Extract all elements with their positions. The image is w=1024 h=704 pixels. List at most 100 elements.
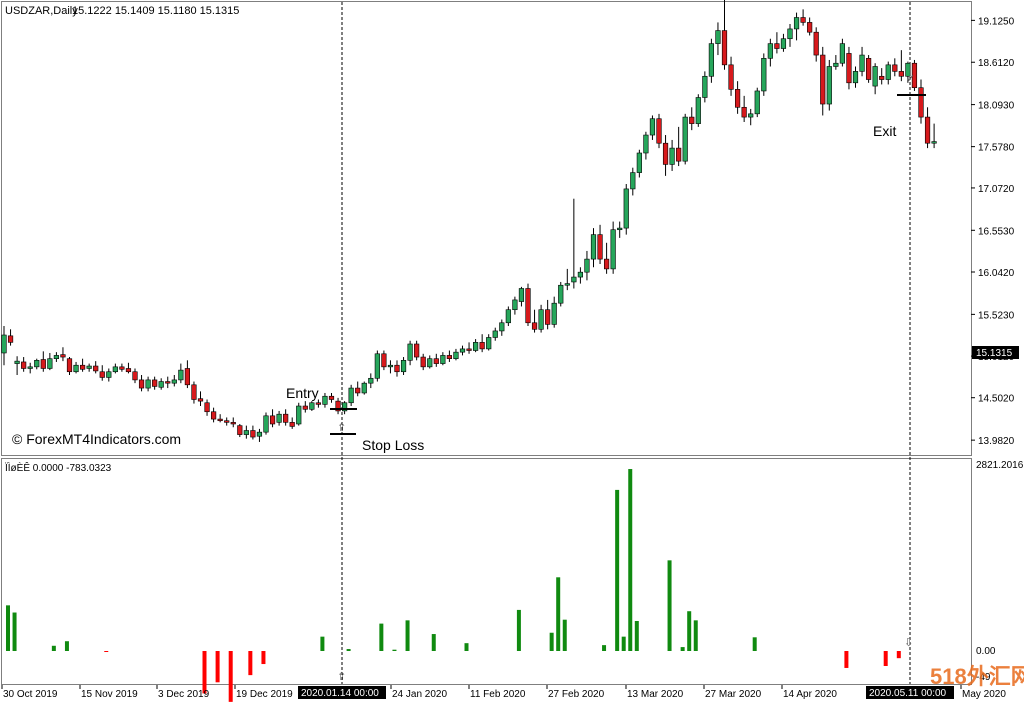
candle-body [400,360,407,373]
time-tick-label: 24 Jan 2020 [392,689,447,700]
histogram-bar [261,651,266,665]
time-tick-label: 15 Nov 2019 [81,689,138,700]
candle-body [440,355,446,364]
histogram-bar [549,632,554,651]
candle-body [243,430,249,435]
candle-body [93,365,99,372]
price-tick-label: 16.0420 [978,268,1015,279]
candle-body [47,358,53,369]
candle-body [518,288,525,302]
candle-body [833,62,839,67]
histogram-bar [51,645,56,651]
candle-body [623,188,629,229]
candle-body [813,31,819,56]
candle-body [7,335,14,343]
candle-body [335,400,341,412]
price-tick-label: 18.0930 [978,101,1015,112]
candle-body [656,118,662,144]
candle-body [211,411,217,420]
indicator-scale-bottom: -49 [976,672,991,683]
candle-body [545,309,551,325]
histogram-bar [693,620,698,651]
histogram-bar [602,645,607,651]
candle-body [571,276,577,283]
candle-body [374,353,380,379]
candle-body [617,227,623,231]
candle-body [852,71,859,84]
candle-body [826,66,832,105]
price-tick-label: 19.1250 [978,16,1015,27]
candle-body [459,348,466,353]
up-arrow-icon-lower: ⇧ [337,671,346,683]
histogram-bar [516,609,521,651]
candle-body [577,271,583,278]
candle-body [407,343,413,361]
candle-body [420,356,426,368]
histogram-bar [202,651,207,694]
candle-body [14,360,20,364]
price-axis: 19.1250 18.6120 18.0930 17.5780 17.0720 16.55… [971,16,1015,447]
candle-body [1,334,7,354]
current-price-box [972,346,1019,359]
candle-body [387,364,394,368]
candle-body [269,415,276,425]
candle-body [538,309,544,330]
candle-body [361,382,367,394]
candle-body [230,422,236,425]
candle-body [191,384,197,400]
candle-body [328,395,335,400]
candle-body [125,368,132,373]
histogram-bar [562,619,567,651]
candle-body [669,147,675,165]
candles-layer [1,0,937,442]
histogram-bar [621,636,626,651]
candle-body [492,330,498,338]
histogram-bar [392,649,397,651]
candle-body [630,172,636,190]
candle-body [793,17,800,30]
histogram-bar [346,649,351,651]
candle-body [112,366,118,373]
candle-body [715,30,721,44]
time-tick-label: 13 Mar 2020 [627,689,684,700]
histogram-bar [667,560,672,651]
histogram-bar [248,651,253,676]
candle-body [178,369,184,381]
main-chart-area[interactable] [1,1,972,456]
time-tick-label: 14 Apr 2020 [783,689,837,700]
candle-body [250,430,256,438]
candle-body [682,116,688,162]
histogram-bar [379,623,384,651]
candle-body [106,371,112,378]
candle-body [466,348,472,351]
candle-body [865,58,872,80]
price-tick-label: 17.5780 [978,143,1015,154]
indicator-panel[interactable] [1,458,972,685]
up-arrow-icon: ⇧ [337,422,346,434]
candle-body [584,258,590,273]
watermark-right: 518外汇网 [930,664,1024,689]
candle-body [551,302,557,325]
price-tick-label: 14.5020 [978,394,1015,405]
candle-body [355,387,361,394]
entry-date-label: 2020.01.14 00:00 [301,688,379,699]
candle-body [394,364,400,373]
candle-body [217,418,223,422]
candle-body [820,54,826,105]
candle-body [767,43,773,59]
candle-body [276,413,282,423]
candle-body [761,58,767,92]
candle-body [341,402,348,412]
candle-body [597,234,603,260]
candle-body [27,366,33,369]
histogram-bar [464,643,469,651]
watermark-left: © ForexMT4Indicators.com [12,431,181,447]
candle-body [256,431,263,437]
time-tick-label: 11 Feb 2020 [470,689,526,700]
current-price-label: 15.1315 [976,348,1013,359]
candle-body [368,377,374,384]
candle-body [446,355,453,359]
candle-body [348,387,354,404]
candle-body [734,89,741,108]
